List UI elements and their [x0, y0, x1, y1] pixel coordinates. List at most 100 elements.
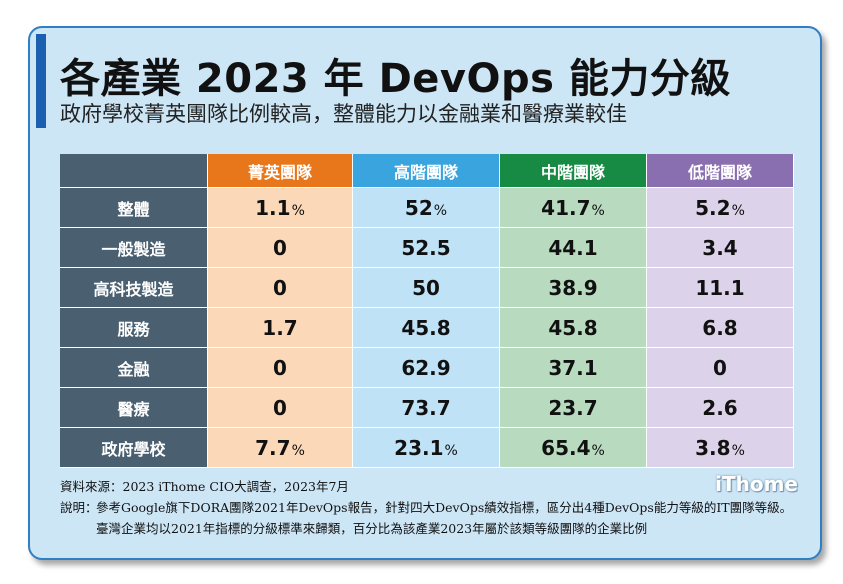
title-accent-bar	[36, 34, 46, 128]
cell-value: 1.1%	[255, 196, 305, 220]
header-corner	[60, 154, 208, 188]
chart-card: 各產業 2023 年 DevOps 能力分級 政府學校菁英團隊比例較高，整體能力…	[28, 26, 822, 560]
data-cell: 41.7%	[499, 187, 647, 228]
cell-value: 23.1%	[394, 436, 458, 460]
data-cell: 45.8	[352, 307, 500, 348]
percent-unit: %	[731, 442, 745, 459]
data-cell: 45.8	[499, 307, 647, 348]
cell-value: 41.7%	[541, 196, 605, 220]
data-cell: 2.6	[646, 387, 794, 428]
cell-number: 38.9	[548, 275, 598, 300]
row-label: 整體	[60, 187, 208, 228]
cell-value: 45.8	[548, 316, 597, 340]
table-row: 金融 0 62.9 37.1 0	[60, 347, 794, 388]
cell-number: 45.8	[548, 315, 598, 340]
percent-unit: %	[591, 442, 605, 459]
cell-value: 23.7	[548, 396, 597, 420]
cell-number: 44.1	[548, 235, 598, 260]
cell-number: 5.2	[695, 195, 731, 220]
data-cell: 0	[207, 227, 353, 268]
data-cell: 7.7%	[207, 427, 353, 468]
cell-number: 11.1	[695, 275, 745, 300]
source-note: 資料來源：2023 iThome CIO大調查，2023年7月	[60, 479, 349, 494]
cell-value: 65.4%	[541, 436, 605, 460]
cell-number: 1.7	[262, 315, 298, 340]
data-cell: 6.8	[646, 307, 794, 348]
cell-number: 0	[273, 275, 287, 300]
data-cell: 73.7	[352, 387, 500, 428]
cell-value: 5.2%	[695, 196, 745, 220]
chart-footer: 資料來源：2023 iThome CIO大調查，2023年7月 說明： 參考Go…	[60, 476, 800, 539]
cell-number: 52	[404, 195, 433, 220]
column-header-high: 高階團隊	[352, 154, 500, 188]
cell-number: 6.8	[702, 315, 738, 340]
cell-number: 73.7	[401, 395, 451, 420]
data-cell: 52.5	[352, 227, 500, 268]
cell-value: 0	[273, 276, 287, 300]
table-row: 一般製造 0 52.5 44.1 3.4	[60, 227, 794, 268]
cell-number: 52.5	[401, 235, 451, 260]
cell-number: 23.1	[394, 435, 444, 460]
cell-value: 6.8	[702, 316, 737, 340]
cell-value: 0	[273, 396, 287, 420]
data-cell: 37.1	[499, 347, 647, 388]
data-cell: 5.2%	[646, 187, 794, 228]
data-cell: 23.1%	[352, 427, 500, 468]
table-row: 醫療 0 73.7 23.7 2.6	[60, 387, 794, 428]
table-row: 整體 1.1% 52% 41.7% 5.2%	[60, 187, 794, 228]
data-cell: 38.9	[499, 267, 647, 308]
row-label: 高科技製造	[60, 267, 208, 308]
cell-number: 62.9	[401, 355, 451, 380]
chart-subtitle: 政府學校菁英團隊比例較高，整體能力以金融業和醫療業較佳	[60, 102, 627, 126]
column-header-elite: 菁英團隊	[207, 154, 353, 188]
explanation-note: 說明： 參考Google旗下DORA團隊2021年DevOps報告，針對四大De…	[60, 497, 800, 539]
data-cell: 3.8%	[646, 427, 794, 468]
data-cell: 1.7	[207, 307, 353, 348]
data-cell: 0	[646, 347, 794, 388]
row-label: 政府學校	[60, 427, 208, 468]
cell-number: 50	[412, 275, 440, 300]
header-row: 菁英團隊 高階團隊 中階團隊 低階團隊	[60, 154, 794, 188]
row-label: 醫療	[60, 387, 208, 428]
cell-value: 45.8	[401, 316, 450, 340]
cell-value: 0	[713, 356, 727, 380]
table-body: 整體 1.1% 52% 41.7% 5.2% 一般製造 0 52.5 44.1 3.4 高科技製造 0…	[60, 187, 794, 468]
cell-value: 73.7	[401, 396, 450, 420]
cell-value: 37.1	[548, 356, 597, 380]
ithome-logo: iThome	[715, 472, 798, 496]
cell-value: 50	[412, 276, 440, 300]
data-cell: 3.4	[646, 227, 794, 268]
percent-unit: %	[433, 202, 448, 219]
cell-value: 62.9	[401, 356, 450, 380]
table-row: 服務 1.7 45.8 45.8 6.8	[60, 307, 794, 348]
data-cell: 65.4%	[499, 427, 647, 468]
percent-unit: %	[444, 442, 458, 459]
cell-number: 2.6	[702, 395, 738, 420]
cell-value: 11.1	[695, 276, 744, 300]
cell-number: 65.4	[541, 435, 591, 460]
cell-number: 23.7	[548, 395, 598, 420]
cell-value: 52%	[405, 196, 447, 220]
cell-value: 0	[273, 356, 287, 380]
cell-value: 0	[273, 236, 287, 260]
column-header-medium: 中階團隊	[499, 154, 647, 188]
data-cell: 0	[207, 267, 353, 308]
cell-value: 3.8%	[695, 436, 745, 460]
data-cell: 44.1	[499, 227, 647, 268]
cell-number: 41.7	[541, 195, 591, 220]
data-cell: 23.7	[499, 387, 647, 428]
data-cell: 52%	[352, 187, 500, 228]
data-cell: 0	[207, 387, 353, 428]
cell-value: 44.1	[548, 236, 597, 260]
data-cell: 11.1	[646, 267, 794, 308]
cell-number: 3.8	[695, 435, 731, 460]
chart-title: 各產業 2023 年 DevOps 能力分級	[60, 56, 731, 102]
cell-value: 2.6	[702, 396, 737, 420]
cell-number: 1.1	[255, 195, 291, 220]
table-row: 高科技製造 0 50 38.9 11.1	[60, 267, 794, 308]
cell-number: 0	[273, 395, 287, 420]
data-cell: 0	[207, 347, 353, 388]
cell-value: 52.5	[401, 236, 450, 260]
data-cell: 1.1%	[207, 187, 353, 228]
data-table: 菁英團隊 高階團隊 中階團隊 低階團隊 整體 1.1% 52% 41.7% 5.2% 一般…	[60, 154, 794, 468]
